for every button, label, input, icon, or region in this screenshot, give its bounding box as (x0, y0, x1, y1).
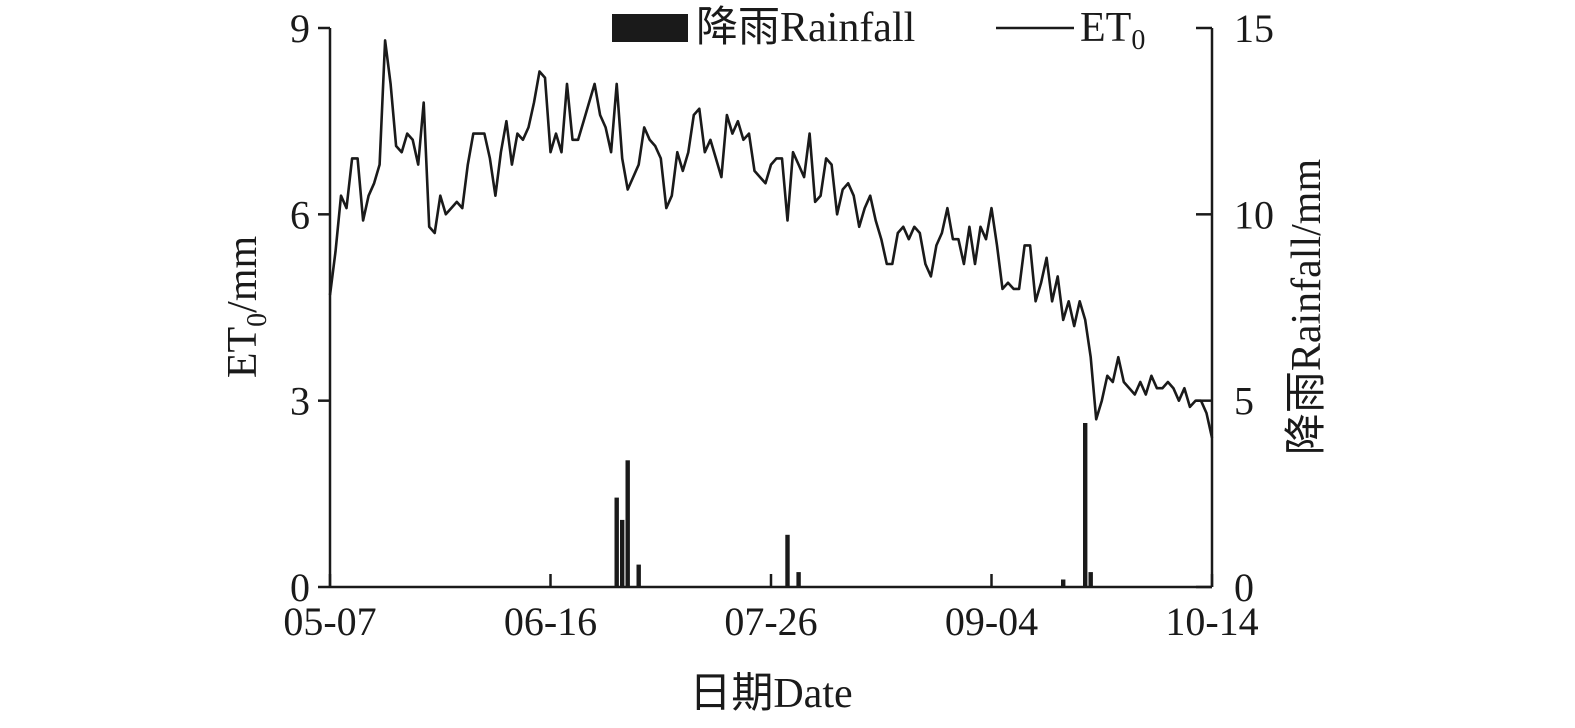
legend-et0-label-base: ET (1080, 5, 1131, 51)
right-y-axis-title: 降雨Rainfall/mm (1284, 159, 1330, 456)
x-tick-label: 10-14 (1165, 599, 1258, 644)
rainfall-bar (636, 564, 641, 587)
right-y-tick-label: 15 (1234, 6, 1274, 51)
rainfall-bar (785, 534, 790, 587)
x-axis-title: 日期Date (689, 671, 852, 717)
legend: 降雨Rainfall ET0 (612, 5, 1145, 56)
rainfall-bar (620, 519, 625, 587)
x-tick-label: 06-16 (504, 599, 597, 644)
left-y-tick-label: 3 (290, 379, 310, 424)
x-tick-label: 09-04 (945, 599, 1038, 644)
left-y-tick-label: 0 (290, 565, 310, 610)
left-y-axis-title-subscript: 0 (242, 313, 273, 327)
left-y-axis-title: ET0/mm (220, 236, 273, 379)
legend-rainfall-label: 降雨Rainfall (696, 5, 915, 51)
rainfall-bar (1083, 423, 1088, 587)
left-y-axis-title-base: ET (220, 327, 266, 378)
rainfall-bar (614, 497, 619, 587)
right-y-tick-label: 5 (1234, 379, 1254, 424)
x-tick-label: 07-26 (724, 599, 817, 644)
left-y-tick-label: 9 (290, 6, 310, 51)
rainfall-bars (614, 423, 1093, 587)
x-tick-labels: 05-07 06-16 07-26 09-04 10-14 (283, 599, 1258, 644)
rainfall-bar (1088, 572, 1093, 587)
legend-et0-label-subscript: 0 (1131, 25, 1145, 56)
legend-rainfall-swatch (612, 14, 688, 42)
axes (328, 28, 1214, 589)
left-y-axis-title-unit: /mm (220, 236, 266, 313)
right-y-tick-label: 0 (1234, 565, 1254, 610)
rainfall-bar (796, 572, 801, 587)
x-tick-label: 05-07 (283, 599, 376, 644)
legend-et0-label: ET0 (1080, 5, 1145, 56)
rainfall-bar (625, 460, 630, 587)
axis-ticks (318, 26, 1214, 589)
right-y-tick-label: 10 (1234, 192, 1274, 237)
left-y-tick-labels: 0 3 6 9 (290, 6, 310, 610)
right-y-tick-labels: 0 5 10 15 (1234, 6, 1274, 610)
et0-line (328, 39, 1214, 439)
left-y-tick-label: 6 (290, 192, 310, 237)
rainfall-bar (1061, 579, 1066, 587)
